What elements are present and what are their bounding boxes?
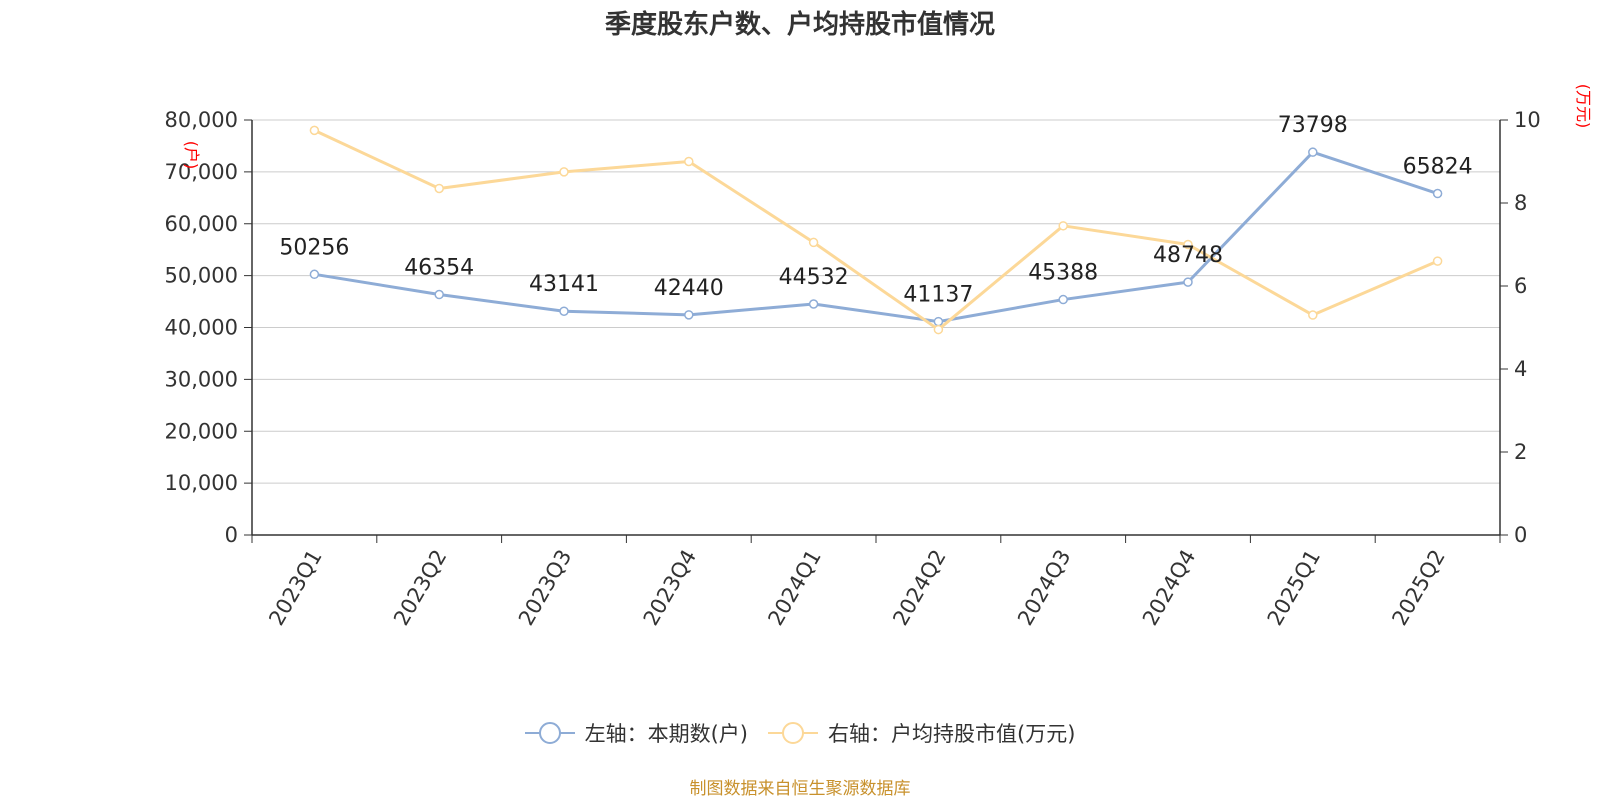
axes: 0 10,000 20,000 30,000 40,000 50,000 60,000 70,… xyxy=(165,84,1593,630)
data-point xyxy=(808,237,819,248)
data-point xyxy=(559,167,569,177)
series-lines xyxy=(309,125,1443,335)
right-tick-label: 10 xyxy=(1514,108,1541,132)
data-point xyxy=(1308,147,1318,157)
data-label: 41137 xyxy=(903,283,973,308)
left-tick-label: 50,000 xyxy=(165,264,238,288)
x-tick-label: 2024Q4 xyxy=(1138,546,1200,630)
data-point xyxy=(933,324,944,335)
left-tick-label: 70,000 xyxy=(165,160,238,184)
data-point xyxy=(808,299,819,309)
x-tick-label: 2024Q1 xyxy=(763,546,825,630)
data-point xyxy=(309,269,320,280)
data-label: 45388 xyxy=(1028,261,1098,286)
left-tick-label: 30,000 xyxy=(165,367,238,391)
data-point xyxy=(933,316,944,327)
x-tick-label: 2023Q3 xyxy=(514,546,576,630)
data-label: 48748 xyxy=(1153,243,1223,268)
data-label: 44532 xyxy=(779,265,849,290)
data-point xyxy=(684,156,694,167)
data-point xyxy=(1308,310,1318,320)
left-tick-label: 60,000 xyxy=(165,212,238,236)
legend-line-circle-icon xyxy=(768,722,818,744)
data-label: 65824 xyxy=(1403,155,1473,180)
x-tick-label: 2023Q1 xyxy=(264,546,326,630)
legend-item-avg-holding[interactable]: 右轴：户均持股市值(万元) xyxy=(768,718,1075,748)
legend-label-avg-holding: 右轴：户均持股市值(万元) xyxy=(828,722,1076,746)
x-tick-label: 2024Q2 xyxy=(888,546,950,630)
left-axis-unit: (户) xyxy=(182,141,201,170)
data-label: 42440 xyxy=(654,276,724,301)
data-label: 43141 xyxy=(529,272,599,297)
data-point xyxy=(1058,221,1068,231)
legend: 左轴：本期数(户) 右轴：户均持股市值(万元) xyxy=(0,718,1600,748)
x-tick-label: 2023Q2 xyxy=(389,546,451,630)
data-point xyxy=(434,289,444,300)
left-tick-label: 20,000 xyxy=(165,419,238,443)
x-tick-label: 2025Q2 xyxy=(1387,546,1449,630)
gridlines xyxy=(252,119,1500,536)
right-axis-unit: (万元) xyxy=(1574,84,1593,129)
series-line-0 xyxy=(314,150,1439,324)
data-labels: 50256 46354 43141 42440 44532 41137 45388 48748… xyxy=(279,113,1472,307)
data-point xyxy=(1432,188,1443,199)
data-point xyxy=(1183,239,1193,250)
data-point xyxy=(684,310,694,320)
source-note: 制图数据来自恒生聚源数据库 xyxy=(689,779,911,799)
legend-label-households: 左轴：本期数(户) xyxy=(584,722,748,746)
legend-item-households[interactable]: 左轴：本期数(户) xyxy=(524,718,748,748)
x-tick-label: 2023Q4 xyxy=(639,546,701,630)
left-tick-label: 0 xyxy=(225,523,238,547)
data-point xyxy=(1432,256,1443,266)
left-tick-label: 40,000 xyxy=(165,316,238,340)
data-label: 50256 xyxy=(279,235,349,260)
x-tick-label: 2024Q3 xyxy=(1013,546,1075,630)
right-tick-label: 0 xyxy=(1514,523,1527,547)
data-point xyxy=(1058,294,1068,305)
data-label: 73798 xyxy=(1278,113,1348,138)
series-line-1 xyxy=(313,129,1439,332)
x-tick-label: 2025Q1 xyxy=(1263,546,1325,630)
legend-line-circle-icon xyxy=(524,722,575,744)
right-tick-label: 6 xyxy=(1514,274,1527,298)
data-point xyxy=(559,306,569,316)
data-point xyxy=(434,183,444,194)
data-point xyxy=(309,125,320,136)
right-tick-label: 8 xyxy=(1514,191,1527,215)
data-point xyxy=(1183,277,1193,287)
data-label: 46354 xyxy=(404,256,474,281)
left-tick-label: 80,000 xyxy=(165,108,238,132)
left-tick-label: 10,000 xyxy=(165,471,238,495)
right-tick-label: 4 xyxy=(1514,357,1527,381)
right-tick-label: 2 xyxy=(1514,440,1527,464)
chart-title: 季度股东户数、户均持股市值情况 xyxy=(604,10,995,40)
